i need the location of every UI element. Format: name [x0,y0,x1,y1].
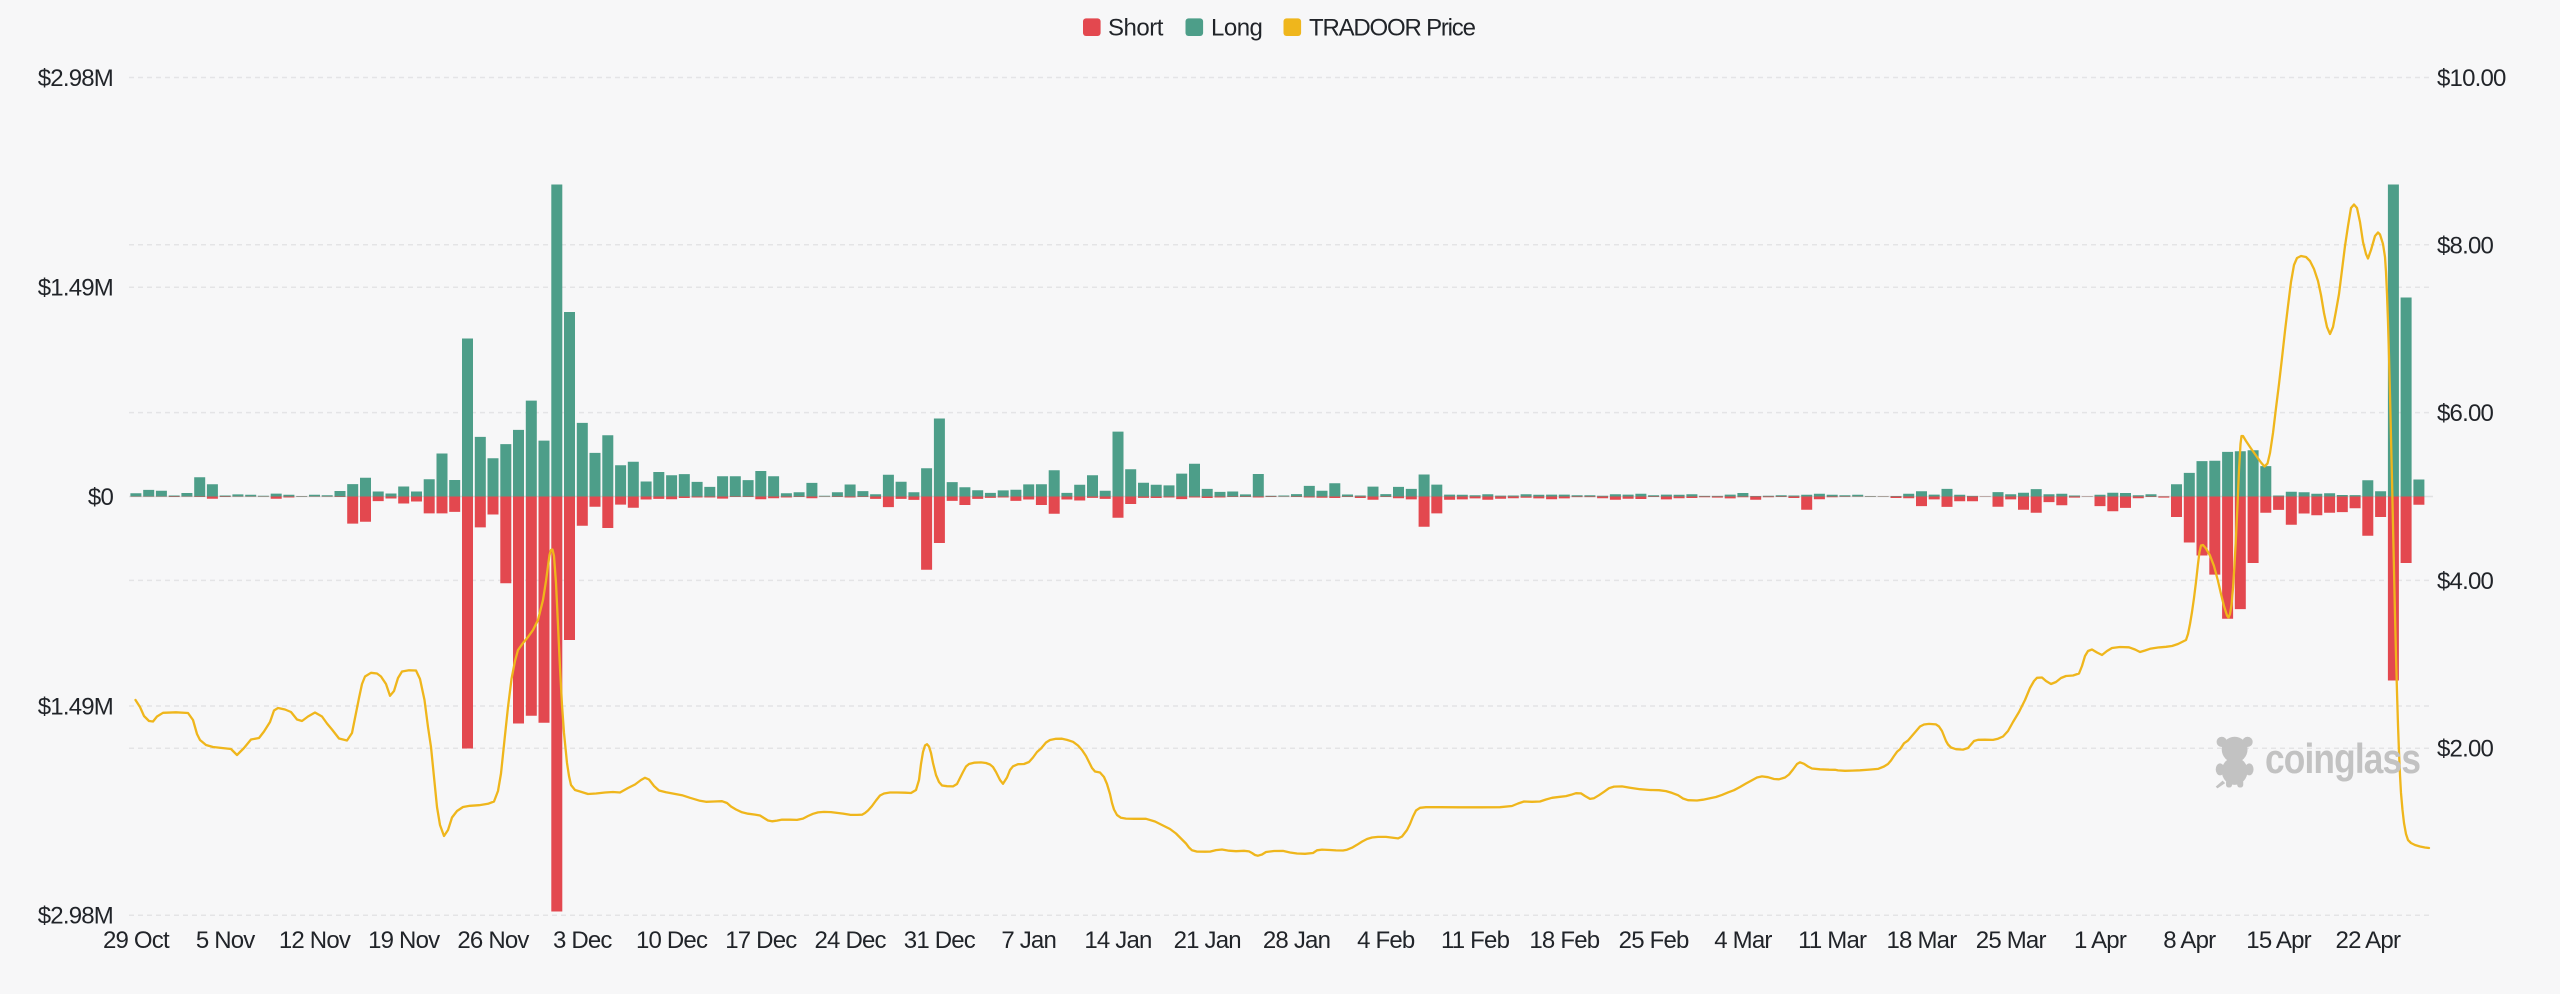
svg-text:10 Dec: 10 Dec [636,927,708,954]
svg-text:24 Dec: 24 Dec [814,927,886,954]
svg-text:22 Apr: 22 Apr [2336,927,2401,954]
svg-text:TRADOOR Price: TRADOOR Price [1309,15,1476,42]
svg-text:$1.49M: $1.49M [38,275,113,302]
svg-text:5 Nov: 5 Nov [196,927,255,954]
svg-text:17 Dec: 17 Dec [725,927,797,954]
svg-text:Short: Short [1108,15,1164,42]
svg-text:$1.49M: $1.49M [38,694,113,721]
svg-text:$2.98M: $2.98M [38,903,113,930]
svg-text:$10.00: $10.00 [2437,65,2506,92]
svg-text:14 Jan: 14 Jan [1084,927,1151,954]
svg-text:18 Feb: 18 Feb [1529,927,1599,954]
svg-text:11 Mar: 11 Mar [1798,927,1867,954]
svg-text:$2.00: $2.00 [2437,736,2494,763]
svg-text:8 Apr: 8 Apr [2163,927,2216,954]
svg-text:3 Dec: 3 Dec [553,927,612,954]
svg-text:$4.00: $4.00 [2437,568,2494,595]
svg-text:18 Mar: 18 Mar [1887,927,1958,954]
svg-text:4 Mar: 4 Mar [1714,927,1772,954]
svg-text:29 Oct: 29 Oct [103,927,170,954]
svg-text:31 Dec: 31 Dec [904,927,976,954]
svg-text:11 Feb: 11 Feb [1441,927,1510,954]
svg-text:$8.00: $8.00 [2437,232,2494,259]
svg-text:7 Jan: 7 Jan [1001,927,1056,954]
svg-text:$2.98M: $2.98M [38,65,113,92]
svg-text:15 Apr: 15 Apr [2246,927,2311,954]
svg-text:1 Apr: 1 Apr [2074,927,2127,954]
svg-text:12 Nov: 12 Nov [279,927,351,954]
svg-text:19 Nov: 19 Nov [368,927,440,954]
svg-text:21 Jan: 21 Jan [1174,927,1241,954]
svg-text:Long: Long [1211,15,1262,42]
svg-text:25 Feb: 25 Feb [1619,927,1689,954]
svg-text:28 Jan: 28 Jan [1263,927,1330,954]
svg-text:$0: $0 [88,484,114,511]
svg-text:25 Mar: 25 Mar [1976,927,2047,954]
svg-text:coinglass: coinglass [2265,736,2420,783]
svg-text:4 Feb: 4 Feb [1357,927,1415,954]
svg-text:26 Nov: 26 Nov [457,927,529,954]
svg-text:$6.00: $6.00 [2437,400,2494,427]
